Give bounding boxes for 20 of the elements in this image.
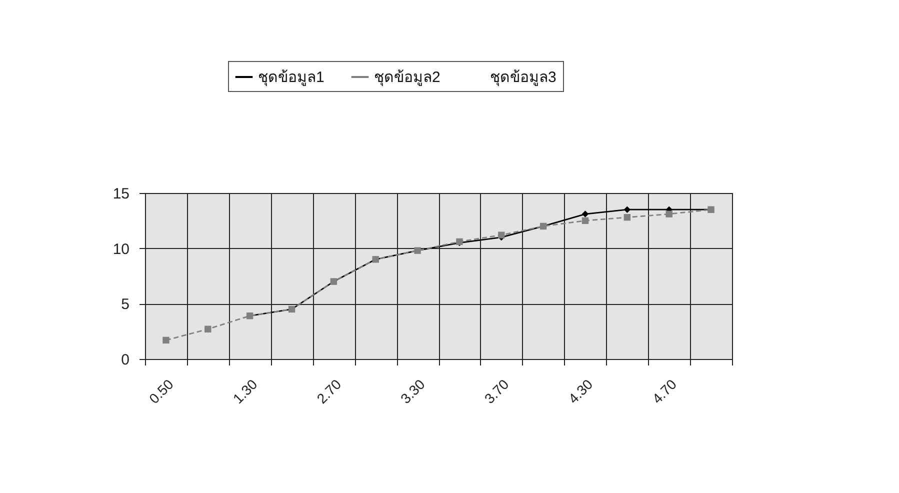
x-tick-label: 4.70: [648, 376, 680, 407]
text: ชุดข้อมูล3: [490, 69, 556, 87]
point: [204, 326, 212, 332]
point: [162, 336, 170, 344]
legend-label: ชุดข้อมูล2: [374, 69, 440, 87]
y-tick-label: 10: [112, 240, 130, 258]
point: [582, 210, 589, 218]
point: [498, 232, 505, 238]
y-tick-label: 0: [121, 352, 130, 368]
point: [666, 210, 672, 218]
x-tick-label: 3.30: [397, 376, 428, 407]
x-tick-label: 0.50: [146, 376, 177, 407]
point: [582, 217, 589, 224]
x-tick-label: 3.70: [481, 376, 512, 407]
y-tick-label: 15: [112, 186, 130, 202]
y-tick-label: 5: [121, 296, 130, 314]
point: [624, 206, 631, 213]
x-tick-label: 4.30: [565, 376, 596, 407]
legend-label: ชุดข้อมูล1: [258, 69, 324, 87]
point: [624, 214, 631, 221]
